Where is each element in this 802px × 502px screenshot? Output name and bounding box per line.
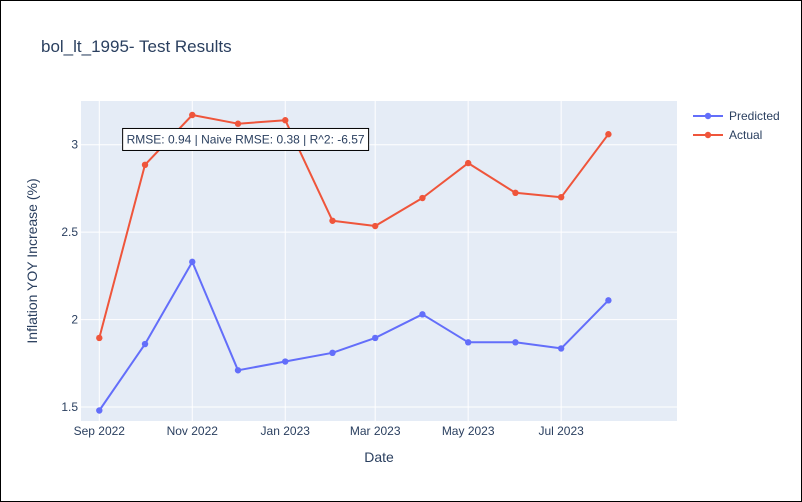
data-point[interactable] — [234, 367, 242, 374]
data-point[interactable] — [371, 334, 379, 342]
data-point[interactable] — [557, 345, 565, 352]
data-point[interactable] — [371, 222, 379, 230]
y-axis-label: Inflation YOY Increase (%) — [24, 178, 40, 343]
data-point[interactable] — [282, 117, 289, 124]
data-point[interactable] — [605, 297, 612, 304]
data-point[interactable] — [189, 258, 196, 266]
data-point[interactable] — [96, 334, 103, 342]
x-tick-label: May 2023 — [442, 424, 495, 438]
data-point[interactable] — [96, 407, 103, 414]
series-predicted — [96, 258, 612, 414]
x-tick-label: Nov 2022 — [167, 424, 219, 438]
stats-annotation: RMSE: 0.94 | Naive RMSE: 0.38 | R^2: -6.… — [122, 127, 370, 151]
series-line — [98, 260, 610, 412]
x-axis-label: Date — [364, 449, 394, 465]
data-point[interactable] — [419, 311, 426, 318]
data-point[interactable] — [512, 339, 519, 346]
x-tick-label: Sep 2022 — [74, 424, 126, 438]
series-layer — [96, 111, 612, 414]
series-line — [98, 114, 610, 339]
x-axis-ticks: Sep 2022 Nov 2022 Jan 2023 Mar 2023 May 2023… — [74, 424, 585, 438]
legend-item-actual[interactable]: Actual — [693, 128, 762, 142]
legend-marker — [704, 112, 712, 120]
legend-label: Predicted — [729, 109, 780, 123]
y-tick-label: 1.5 — [61, 400, 78, 414]
data-point[interactable] — [282, 358, 289, 365]
y-tick-label: 2 — [71, 313, 78, 327]
data-point[interactable] — [234, 120, 242, 127]
data-point[interactable] — [464, 159, 472, 167]
chart-title: bol_lt_1995- Test Results — [41, 37, 232, 56]
data-point[interactable] — [557, 193, 565, 201]
series-actual — [96, 111, 612, 342]
y-axis-ticks: 1.5 2 2.5 3 — [61, 138, 78, 414]
data-point[interactable] — [512, 189, 519, 197]
y-tick-label: 2.5 — [61, 225, 78, 239]
data-point[interactable] — [419, 194, 426, 202]
data-point[interactable] — [605, 131, 612, 138]
legend-item-predicted[interactable]: Predicted — [693, 109, 780, 123]
annotation-text: RMSE: 0.94 | Naive RMSE: 0.38 | R^2: -6.… — [127, 132, 365, 146]
data-point[interactable] — [189, 111, 196, 119]
legend[interactable]: Predicted Actual — [693, 109, 780, 142]
plot-area — [81, 101, 677, 421]
x-tick-label: Jul 2023 — [538, 424, 584, 438]
legend-marker — [704, 131, 712, 139]
data-point[interactable] — [141, 340, 149, 348]
x-tick-label: Mar 2023 — [350, 424, 401, 438]
data-point[interactable] — [329, 349, 336, 357]
y-tick-label: 3 — [71, 138, 78, 152]
annotation-box — [122, 127, 370, 151]
data-point[interactable] — [464, 339, 472, 346]
legend-label: Actual — [729, 128, 762, 142]
data-point[interactable] — [141, 161, 149, 169]
x-tick-label: Jan 2023 — [261, 424, 311, 438]
data-point[interactable] — [329, 217, 336, 224]
